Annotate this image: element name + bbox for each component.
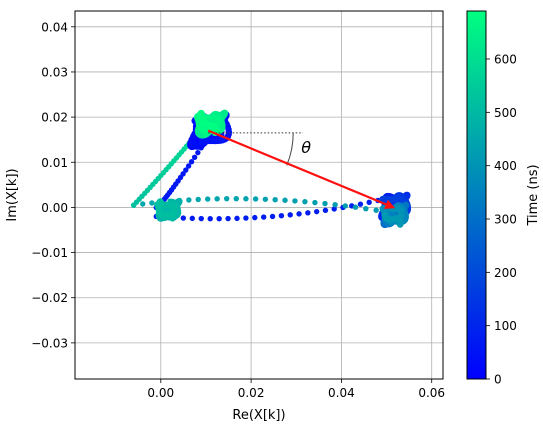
y-tick-label: 0.01 [41,156,68,170]
y-axis-label: Im(X[k]) [5,168,20,221]
data-point [243,196,249,202]
data-point [352,204,359,210]
data-point [292,198,298,204]
x-axis-label: Re(X[k]) [232,408,285,423]
data-point [195,196,201,203]
x-tick-label: 0.00 [147,386,174,400]
colorbar-label: Time (ns) [526,164,541,226]
trajectory-series [130,109,412,229]
data-point [234,215,240,222]
data-point [342,203,349,209]
data-point [210,122,217,129]
colorbar-ticks: 0 100 200 300 400 500 600 [486,53,517,387]
data-point [269,213,276,220]
data-point [260,214,267,220]
grid-lines [75,11,443,379]
x-tick-label: 0.02 [238,386,265,400]
data-point [331,206,337,212]
colorbar-tick-label: 500 [494,106,517,120]
data-point [225,215,231,222]
data-point [366,199,372,206]
y-tick-label: 0.04 [41,20,68,34]
data-point [282,197,288,203]
data-point [233,195,239,202]
data-point [272,196,278,203]
data-point [313,208,320,215]
y-tick-label: −0.03 [31,336,68,350]
x-tick-label: 0.04 [328,386,355,400]
data-point [302,198,308,205]
angle-arc [286,132,294,166]
data-point [332,201,338,208]
data-point [218,136,225,144]
data-point [198,215,204,222]
data-point [149,200,155,206]
data-point [214,196,220,202]
data-point [312,199,318,206]
data-point [191,154,198,161]
data-point [223,195,230,202]
angle-theta-label: θ [301,138,311,157]
colorbar-tick-label: 200 [494,266,517,280]
colorbar-tick-label: 400 [494,159,517,173]
annotation-layer: θ [207,129,396,209]
data-point [322,200,328,207]
data-point [357,201,364,207]
direction-arrow [207,129,396,209]
data-point [381,211,388,219]
data-point [373,207,379,213]
y-tick-label: 0.00 [41,201,68,215]
colorbar-tick-label: 600 [494,53,517,67]
data-point [195,149,201,156]
data-point [278,212,285,219]
y-tick-label: −0.02 [31,291,68,305]
data-point [243,215,249,221]
y-tick-label: 0.02 [41,111,68,125]
data-point [216,215,222,222]
data-point [188,159,195,165]
data-point [252,214,258,221]
data-point [186,197,192,203]
x-axis-ticks: 0.00 0.02 0.04 0.06 [147,379,445,400]
x-tick-label: 0.06 [418,386,445,400]
data-point [185,163,192,169]
data-point [140,201,146,207]
y-tick-label: −0.01 [31,246,68,260]
data-point [207,215,213,222]
data-point [252,196,259,202]
data-point [305,210,311,216]
data-point [157,200,164,207]
data-point [262,196,269,202]
y-axis-ticks: −0.03 −0.02 −0.01 0.00 0.01 0.02 0.03 0.04 [31,20,75,350]
colorbar-tick-label: 100 [494,319,517,333]
data-point [180,215,187,221]
data-point [363,205,369,212]
data-point [204,196,211,202]
y-tick-label: 0.03 [41,65,68,79]
data-point [183,167,189,173]
colorbar [466,10,487,380]
data-point [296,211,302,217]
colorbar-tick-label: 300 [494,213,517,227]
colorbar-tick-label: 0 [494,373,502,387]
plot-frame [74,10,444,380]
data-point [287,212,293,218]
data-point [189,215,195,222]
data-point [322,207,329,214]
